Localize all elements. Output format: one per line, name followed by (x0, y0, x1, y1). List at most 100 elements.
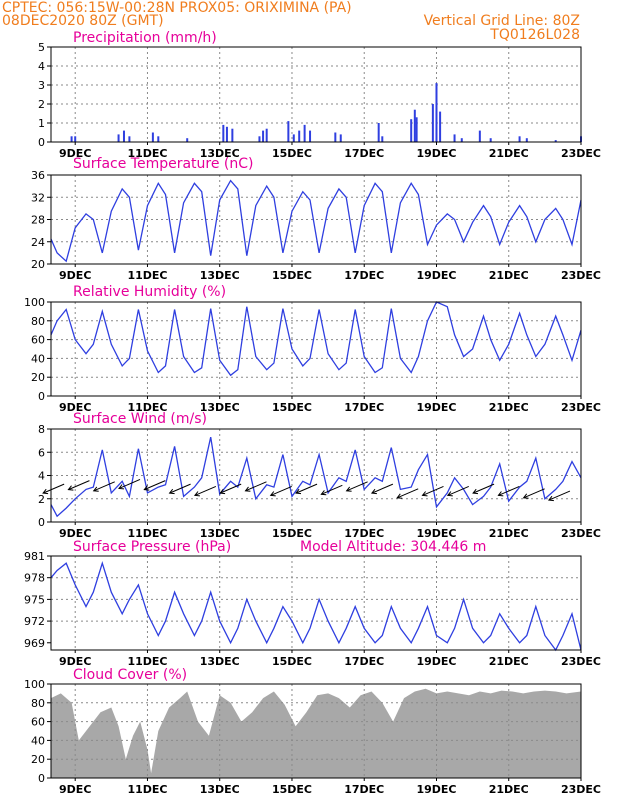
wind-arrow (219, 483, 242, 494)
precip-bar (70, 136, 73, 142)
wind-arrow-head (295, 488, 302, 495)
x-tick-label: 19DEC (416, 147, 456, 160)
y-tick-label: 0 (38, 772, 45, 785)
panel-frame-wind (50, 428, 582, 523)
panel-rh: Relative Humidity (%) 0 20 40 60 80 100 9DEC 11D… (24, 284, 601, 414)
panel-note-pres: Model Altitude: 304.446 m (300, 539, 486, 555)
x-tick-label: 21DEC (489, 655, 529, 668)
precip-bar (157, 136, 160, 142)
y-tick-label: 24 (31, 236, 45, 249)
y-tick-label: 981 (24, 550, 45, 563)
wind-arrow-head (345, 486, 352, 492)
precip-bar (128, 136, 131, 142)
precip-bar (74, 136, 77, 142)
y-tick-label: 100 (24, 296, 45, 309)
y-tick-label: 5 (38, 41, 45, 54)
x-tick-label: 11DEC (127, 401, 167, 414)
x-tick-label: 23DEC (561, 401, 601, 414)
y-tick-label: 28 (31, 214, 45, 227)
precip-bar (381, 136, 384, 142)
wind-arrow-head (42, 488, 49, 495)
x-tick-label: 21DEC (489, 401, 529, 414)
header: CPTEC: 056:15W-00:28N PROX05: ORIXIMINA … (2, 0, 580, 43)
x-tick-label: 13DEC (200, 269, 240, 282)
panel-cloud: Cloud Cover (%) 0 20 40 60 80 100 9DEC 11DEC 13DE… (24, 667, 601, 796)
wind-arrow (422, 485, 444, 496)
wind-arrow (447, 485, 469, 496)
x-tick-label: 13DEC (200, 147, 240, 160)
wind-arrow-head (472, 488, 479, 495)
x-tick-label: 9DEC (59, 269, 91, 282)
x-tick-label: 13DEC (200, 783, 240, 796)
x-tick-label: 17DEC (344, 147, 384, 160)
y-tick-label: 975 (24, 593, 45, 606)
wind-arrow-head (67, 485, 74, 491)
precip-bar (265, 128, 268, 142)
x-tick-label: 23DEC (561, 783, 601, 796)
wind-arrow-head (143, 485, 150, 491)
wind-arrow (321, 484, 343, 495)
wind-arrow (245, 481, 267, 492)
panel-precip: Precipitation (mm/h) 0 1 2 3 4 5 9DEC 11DEC 13DEC… (38, 30, 601, 160)
y-tick-label: 20 (31, 371, 45, 384)
y-tick-label: 972 (24, 615, 45, 628)
y-tick-label: 3 (38, 79, 45, 92)
x-tick-label: 11DEC (127, 269, 167, 282)
y-tick-label: 0 (38, 390, 45, 403)
series-line-pres (50, 561, 582, 652)
y-tick-label: 2 (38, 98, 45, 111)
y-tick-label: 36 (31, 169, 45, 182)
wind-arrow-head (522, 493, 529, 499)
precip-bar (439, 111, 442, 142)
wind-arrow (397, 488, 419, 499)
x-tick-label: 9DEC (59, 783, 91, 796)
wind-arrow-head (421, 491, 428, 497)
y-tick-label: 80 (31, 315, 45, 328)
x-tick-label: 9DEC (59, 527, 91, 540)
x-tick-label: 23DEC (561, 655, 601, 668)
y-tick-label: 978 (24, 572, 45, 585)
wind-arrow (169, 483, 191, 494)
x-tick-label: 19DEC (416, 401, 456, 414)
precip-bar (377, 123, 380, 142)
y-tick-label: 20 (31, 753, 45, 766)
wind-arrow-head (396, 493, 403, 499)
y-tick-label: 40 (31, 734, 45, 747)
panel-frame-precip (50, 46, 582, 143)
panel-title-wind: Surface Wind (m/s) (73, 411, 207, 427)
x-tick-label: 15DEC (272, 527, 312, 540)
wind-arrow (144, 480, 166, 491)
x-tick-label: 17DEC (344, 269, 384, 282)
wind-arrow-head (193, 491, 200, 497)
wind-arrow-head (92, 486, 99, 492)
y-tick-label: 0 (38, 516, 45, 529)
panel-wind: Surface Wind (m/s) 0 2 4 6 8 9DEC 11DEC 13DEC 15D… (38, 411, 601, 540)
x-tick-label: 13DEC (200, 401, 240, 414)
wind-arrow (295, 483, 318, 494)
wind-arrow-head (547, 495, 554, 502)
wind-arrow (194, 485, 217, 496)
series-line-wind (50, 436, 582, 518)
wind-arrow-head (168, 488, 175, 495)
precip-bar (231, 128, 234, 142)
wind-arrow-head (269, 491, 276, 497)
x-tick-label: 9DEC (59, 655, 91, 668)
y-tick-label: 40 (31, 352, 45, 365)
precip-bar (518, 136, 521, 142)
precip-bar (258, 136, 261, 142)
x-tick-label: 23DEC (561, 147, 601, 160)
precip-bar (410, 119, 413, 142)
wind-arrow-head (118, 484, 125, 490)
wind-arrow-head (497, 491, 504, 497)
x-tick-label: 21DEC (489, 527, 529, 540)
precip-bar (287, 121, 290, 142)
precip-bar (453, 134, 456, 142)
precip-bar (186, 138, 189, 142)
x-tick-label: 19DEC (416, 527, 456, 540)
panel-frame-temp (50, 174, 582, 265)
precip-bar (334, 132, 337, 142)
y-tick-label: 60 (31, 334, 45, 347)
precip-bar (151, 132, 154, 142)
precip-bar (262, 130, 265, 142)
